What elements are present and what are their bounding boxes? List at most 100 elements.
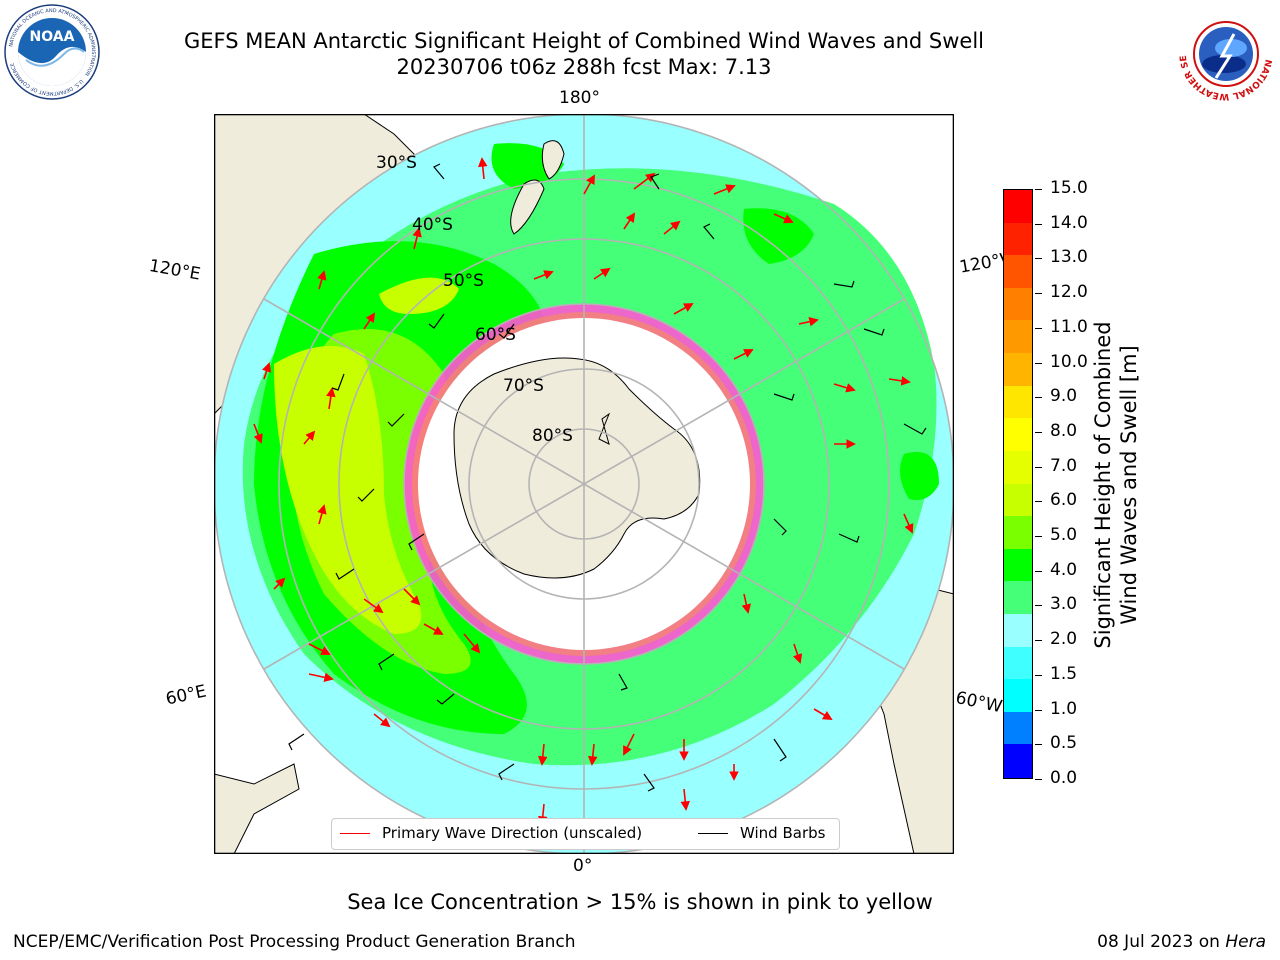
wind-barb bbox=[773, 393, 795, 401]
colorbar-tick-label: 11.0 bbox=[1050, 316, 1088, 337]
wave-arrow bbox=[773, 213, 794, 224]
wave-arrow bbox=[680, 788, 691, 811]
colorbar-tick-label: 15.0 bbox=[1050, 178, 1088, 198]
legend-wave-swatch bbox=[340, 833, 370, 834]
lat-label-70s: 70°S bbox=[503, 376, 544, 396]
colorbar-tick-mark bbox=[1035, 223, 1042, 225]
wave-arrow bbox=[363, 598, 384, 614]
wind-barb bbox=[428, 313, 445, 329]
wind-barb bbox=[643, 773, 655, 792]
colorbar-tick-label: 1.5 bbox=[1050, 663, 1078, 684]
colorbar-segment bbox=[1004, 516, 1032, 550]
colorbar-tick-label: 13.0 bbox=[1050, 247, 1088, 268]
wind-barb bbox=[833, 280, 855, 288]
colorbar-segment bbox=[1004, 385, 1032, 419]
wave-arrow bbox=[537, 743, 548, 766]
colorbar-segment bbox=[1004, 613, 1032, 648]
wave-field-4m-ne bbox=[743, 208, 814, 264]
colorbar-tick-mark bbox=[1035, 709, 1042, 711]
colorbar-tick-mark bbox=[1035, 501, 1042, 503]
colorbar-segment bbox=[1004, 222, 1032, 256]
wave-arrow bbox=[833, 383, 856, 393]
wind-barb bbox=[773, 738, 787, 762]
colorbar-tick-label: 1.0 bbox=[1050, 698, 1078, 719]
colorbar-segment bbox=[1004, 320, 1032, 354]
colorbar-segment bbox=[1004, 711, 1032, 745]
wave-arrow bbox=[533, 270, 554, 280]
wind-barbs bbox=[288, 163, 927, 792]
wave-arrow bbox=[273, 577, 286, 590]
colorbar-tick-mark bbox=[1035, 640, 1042, 642]
wave-arrow bbox=[253, 423, 263, 444]
colorbar-ticks: 15.0 14.0 13.0 12.0 11.0 10.0 9.0 8.0 7.0 6.0 5.0 4… bbox=[1035, 178, 1115, 788]
legend-wind-label: Wind Barbs bbox=[740, 824, 826, 842]
wave-arrow bbox=[623, 212, 636, 230]
wave-arrow bbox=[673, 303, 694, 315]
wave-field-4m-east bbox=[900, 452, 939, 500]
colorbar-title-line1: Significant Height of Combined bbox=[1091, 321, 1115, 649]
colorbar-tick-mark bbox=[1035, 397, 1042, 399]
colorbar-tick-mark bbox=[1035, 570, 1042, 572]
lat-label-30s: 30°S bbox=[376, 153, 417, 173]
colorbar-tick-label: 8.0 bbox=[1050, 420, 1078, 441]
legend-wave-label: Primary Wave Direction (unscaled) bbox=[382, 824, 643, 842]
wind-barb bbox=[703, 223, 715, 240]
wave-arrow bbox=[733, 349, 754, 360]
wave-arrow bbox=[308, 672, 334, 683]
colorbar-segment bbox=[1004, 255, 1032, 289]
colorbar-tick-label: 14.0 bbox=[1050, 212, 1088, 233]
wave-arrow bbox=[663, 220, 681, 235]
wave-arrow bbox=[363, 312, 376, 330]
wave-arrow bbox=[741, 593, 752, 614]
footer-date: 08 Jul 2023 on bbox=[1097, 932, 1226, 952]
colorbar-tick-mark bbox=[1035, 779, 1042, 780]
colorbar-segment bbox=[1004, 418, 1032, 452]
colorbar-tick-mark bbox=[1035, 466, 1042, 468]
wave-arrow bbox=[587, 743, 598, 766]
colorbar-tick-label: 7.0 bbox=[1050, 455, 1078, 476]
colorbar-tick-label: 0.5 bbox=[1050, 733, 1078, 754]
colorbar-tick-label: 5.0 bbox=[1050, 525, 1078, 546]
colorbar-segment bbox=[1004, 679, 1032, 713]
colorbar-tick-mark bbox=[1035, 605, 1042, 607]
wave-arrow bbox=[713, 184, 736, 195]
colorbar-tick-label: 12.0 bbox=[1050, 282, 1088, 303]
noaa-logo: NOAA NATIONAL OCEANIC AND ATMOSPHERIC AD… bbox=[4, 4, 100, 100]
legend-wind-swatch bbox=[698, 833, 728, 834]
colorbar-segment bbox=[1004, 483, 1032, 517]
colorbar-tick-mark bbox=[1035, 536, 1042, 538]
wind-barb bbox=[387, 413, 405, 427]
lon-label-60w: 60°W bbox=[953, 688, 1004, 718]
colorbar-segment bbox=[1004, 287, 1032, 322]
wind-barb bbox=[498, 323, 515, 339]
wave-arrow bbox=[593, 267, 611, 280]
lon-label-0: 0° bbox=[573, 856, 593, 876]
wave-arrows bbox=[253, 157, 914, 826]
wind-barb bbox=[903, 423, 927, 435]
lon-label-180: 180° bbox=[559, 88, 600, 108]
colorbar-tick-mark bbox=[1035, 744, 1042, 746]
new-zealand-land bbox=[510, 140, 565, 235]
wave-arrow bbox=[623, 733, 635, 756]
wave-arrow bbox=[793, 643, 803, 664]
wave-arrow bbox=[403, 588, 421, 606]
wave-arrow bbox=[317, 270, 327, 290]
colorbar-segment bbox=[1004, 581, 1032, 615]
colorbar-tick-mark bbox=[1035, 189, 1042, 190]
lat-label-60s: 60°S bbox=[475, 325, 516, 345]
wave-arrow bbox=[888, 376, 911, 386]
lat-label-50s: 50°S bbox=[443, 271, 484, 291]
wave-arrow bbox=[373, 713, 391, 728]
footer-right: 08 Jul 2023 on Hera bbox=[1097, 932, 1266, 952]
wind-barb bbox=[335, 568, 355, 580]
wind-barb bbox=[618, 673, 628, 691]
colorbar-tick-label: 10.0 bbox=[1050, 351, 1088, 372]
colorbar-title-line2: Wind Waves and Swell [m] bbox=[1117, 345, 1141, 625]
wind-barb bbox=[863, 328, 885, 336]
colorbar-segment bbox=[1004, 450, 1032, 485]
sea-ice-note: Sea Ice Concentration > 15% is shown in … bbox=[347, 890, 933, 914]
wind-barb bbox=[331, 373, 345, 391]
colorbar-title: Significant Height of Combined Wind Wave… bbox=[1090, 321, 1142, 648]
wind-barb bbox=[773, 518, 787, 536]
lon-label-120e: 120°E bbox=[147, 256, 202, 285]
